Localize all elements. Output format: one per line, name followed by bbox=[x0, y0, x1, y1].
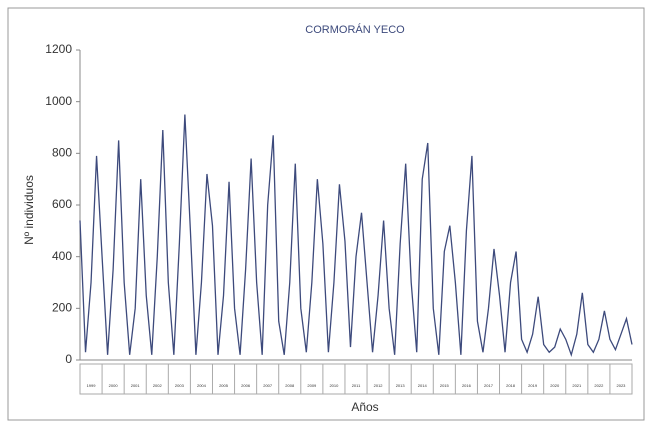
x-tick-label: 2008 bbox=[285, 383, 295, 388]
x-tick-label: 2015 bbox=[440, 383, 450, 388]
x-tick-label: 2002 bbox=[153, 383, 163, 388]
x-tick-label: 2013 bbox=[396, 383, 406, 388]
x-tick-label: 2017 bbox=[484, 383, 494, 388]
y-tick-label: 200 bbox=[52, 301, 72, 315]
chart-frame bbox=[7, 7, 645, 421]
x-tick-label: 2022 bbox=[594, 383, 604, 388]
x-tick-label: 2018 bbox=[506, 383, 516, 388]
x-tick-label: 2001 bbox=[131, 383, 141, 388]
x-tick-label: 2014 bbox=[418, 383, 428, 388]
y-axis-label: Nº individuos bbox=[22, 175, 36, 245]
x-tick-label: 1999 bbox=[87, 383, 97, 388]
y-tick-label: 400 bbox=[52, 249, 72, 263]
x-tick-label: 2021 bbox=[572, 383, 582, 388]
y-tick-label: 1200 bbox=[45, 42, 72, 56]
series-line bbox=[79, 114, 633, 358]
x-tick-label: 2012 bbox=[374, 383, 384, 388]
x-tick-label: 2007 bbox=[263, 383, 273, 388]
x-tick-label: 2020 bbox=[550, 383, 560, 388]
chart-title: CORMORÁN YECO bbox=[305, 23, 405, 36]
y-tick-label: 600 bbox=[52, 197, 72, 211]
y-tick-label: 800 bbox=[52, 146, 72, 160]
x-tick-label: 2016 bbox=[462, 383, 472, 388]
x-tick-label: 2000 bbox=[109, 383, 119, 388]
x-tick-label: 2023 bbox=[617, 383, 627, 388]
x-tick-label: 2004 bbox=[197, 383, 207, 388]
y-tick-label: 0 bbox=[65, 352, 72, 366]
y-tick-label: 1000 bbox=[45, 94, 72, 108]
x-tick-label: 2019 bbox=[528, 383, 538, 388]
x-tick-label: 2009 bbox=[307, 383, 317, 388]
x-tick-label: 2005 bbox=[219, 383, 229, 388]
x-tick-label: 2010 bbox=[329, 383, 339, 388]
x-tick-label: 2011 bbox=[352, 383, 361, 388]
x-tick-label: 2003 bbox=[175, 383, 185, 388]
x-axis-label: Años bbox=[351, 400, 378, 414]
x-tick-label: 2006 bbox=[241, 383, 251, 388]
